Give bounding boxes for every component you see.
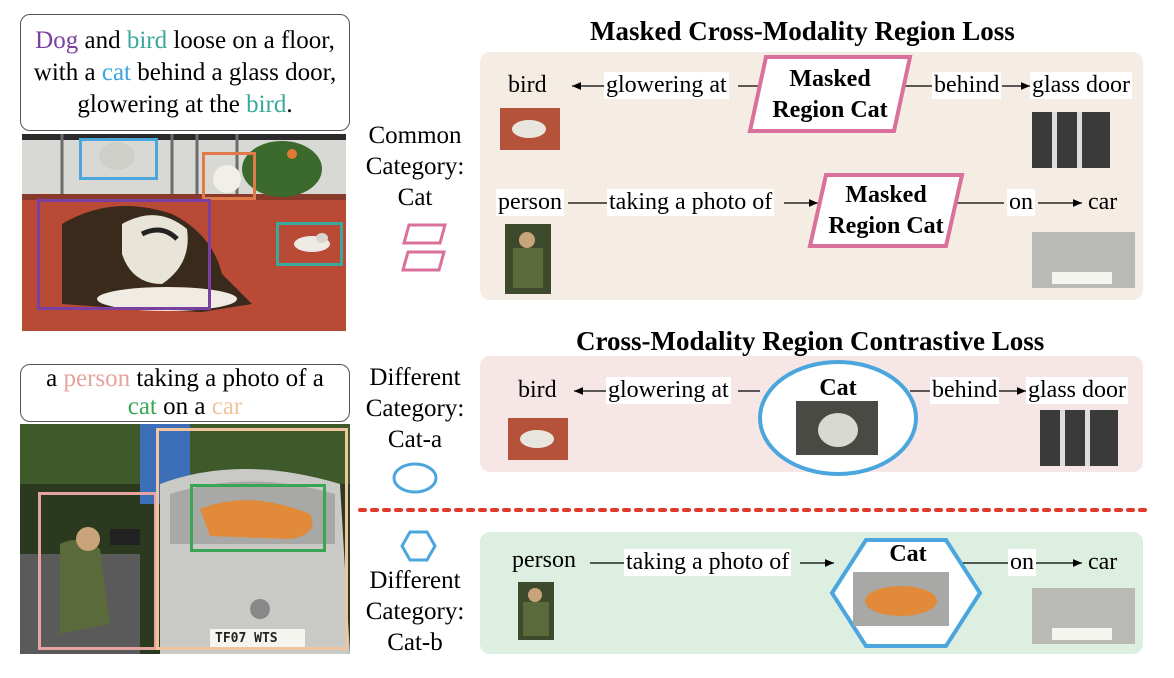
p2-person-thumb bbox=[518, 582, 554, 640]
p1-row2-predicate2: on bbox=[1007, 189, 1035, 216]
p1-row1-subject: bird bbox=[508, 72, 547, 98]
panel1-title: Masked Cross-Modality Region Loss bbox=[590, 16, 1015, 46]
p1-row1-center-line2: Region Cat bbox=[772, 97, 888, 123]
p1-row1-object: glass door bbox=[1030, 72, 1132, 99]
p1-row2-predicate: taking a photo of bbox=[607, 189, 775, 216]
different-category-a-label: Different Category: Cat-a bbox=[360, 362, 470, 455]
diff-a-line2: Category: bbox=[365, 395, 465, 422]
parallelogram-icon-1 bbox=[402, 223, 447, 245]
common-line2: Category: bbox=[365, 153, 465, 180]
caption-segment: a bbox=[46, 365, 64, 392]
bottom-caption: a person taking a photo of a cat on a ca… bbox=[20, 364, 350, 422]
p1-row2-center-line2: Region Cat bbox=[828, 213, 944, 239]
bottom-caption-line1: a person taking a photo of a bbox=[21, 365, 349, 393]
diff-b-line2: Category: bbox=[365, 598, 465, 625]
p1-row2-center: Masked Region Cat bbox=[826, 180, 946, 242]
p2-row2-object: car bbox=[1088, 549, 1118, 575]
p1-row1-predicate: glowering at bbox=[604, 72, 729, 99]
plate-text: TF07 WTS bbox=[215, 631, 278, 646]
bottom-caption-line2: cat on a car bbox=[21, 393, 349, 421]
diff-b-line3: Cat-b bbox=[387, 629, 443, 656]
p1-glass-door-thumb bbox=[1032, 112, 1110, 168]
caption-segment: loose on a floor, bbox=[167, 27, 335, 54]
caption-segment: person bbox=[63, 365, 131, 392]
panel2-title: Cross-Modality Region Contrastive Loss bbox=[576, 326, 1045, 356]
common-category-label: Common Category: Cat bbox=[360, 120, 470, 213]
car-scene-illustration bbox=[20, 424, 350, 654]
p1-row2-subject: person bbox=[496, 189, 564, 216]
hexagon-icon bbox=[400, 530, 437, 562]
ellipse-icon bbox=[392, 462, 438, 494]
p1-car-thumb bbox=[1032, 232, 1135, 288]
p2-row2-predicate2: on bbox=[1008, 549, 1036, 576]
caption-segment: bird bbox=[126, 27, 168, 54]
p2-row1-subject: bird bbox=[518, 377, 557, 403]
p2-cat-orange-thumb bbox=[853, 572, 949, 626]
caption-segment: and bbox=[78, 27, 127, 54]
dog-bird-cat-photo bbox=[22, 134, 346, 331]
parallelogram-icon-2 bbox=[401, 250, 446, 272]
p1-row1-center-line1: Masked bbox=[789, 66, 871, 92]
p1-row1-center: Masked Region Cat bbox=[770, 64, 890, 126]
diff-b-line1: Different bbox=[369, 567, 461, 594]
p2-row1-center: Cat bbox=[819, 375, 857, 401]
common-line3: Cat bbox=[397, 184, 433, 211]
p2-car-thumb bbox=[1032, 588, 1135, 644]
bbox-pot bbox=[202, 152, 256, 200]
different-category-b-label: Different Category: Cat-b bbox=[360, 565, 470, 658]
p2-row2-subject: person bbox=[512, 547, 576, 573]
caption-segment: behind a glass door, bbox=[130, 59, 337, 86]
p1-row1-predicate2: behind bbox=[932, 72, 1002, 99]
caption-segment: Dog bbox=[35, 27, 79, 54]
dog-scene-illustration bbox=[22, 134, 346, 331]
caption-segment: cat bbox=[101, 59, 131, 86]
caption-segment: car bbox=[211, 393, 243, 420]
diff-a-line3: Cat-a bbox=[387, 426, 443, 453]
p2-row2-predicate: taking a photo of bbox=[624, 549, 792, 576]
p2-glass-door-thumb bbox=[1040, 410, 1118, 466]
caption-segment: glowering at the bbox=[77, 91, 247, 118]
top-caption-line2: with a cat behind a glass door, bbox=[21, 57, 349, 89]
bbox-bird bbox=[276, 222, 343, 266]
caption-segment: on a bbox=[156, 393, 212, 420]
p1-row2-object: car bbox=[1088, 189, 1118, 215]
caption-segment: taking a photo of a bbox=[130, 365, 324, 392]
bbox-cat-on-car bbox=[190, 484, 326, 552]
p2-row1-predicate2: behind bbox=[930, 377, 1000, 404]
p2-row2-center: Cat bbox=[889, 541, 927, 567]
top-caption: Dog and bird loose on a floor, with a ca… bbox=[20, 14, 350, 131]
p2-cat-thumb bbox=[796, 401, 878, 455]
caption-segment: cat bbox=[127, 393, 157, 420]
bbox-person bbox=[38, 492, 157, 650]
diff-a-line1: Different bbox=[369, 364, 461, 391]
common-line1: Common bbox=[368, 122, 462, 149]
p2-bird-thumb bbox=[508, 418, 568, 460]
p2-row1-object: glass door bbox=[1026, 377, 1128, 404]
person-cat-car-photo: TF07 WTS bbox=[20, 424, 350, 654]
bbox-dog bbox=[37, 199, 211, 310]
caption-segment: bird bbox=[246, 91, 287, 118]
p2-row1-predicate: glowering at bbox=[606, 377, 731, 404]
p1-bird-thumb bbox=[500, 108, 560, 150]
bbox-car bbox=[156, 428, 348, 650]
p1-person-thumb bbox=[505, 224, 551, 294]
bbox-cat bbox=[79, 138, 158, 180]
p1-row2-center-line1: Masked bbox=[845, 182, 927, 208]
caption-segment: with a bbox=[33, 59, 102, 86]
top-caption-line1: Dog and bird loose on a floor, bbox=[21, 25, 349, 57]
caption-segment: . bbox=[286, 91, 293, 118]
top-caption-line3: glowering at the bird. bbox=[21, 89, 349, 121]
